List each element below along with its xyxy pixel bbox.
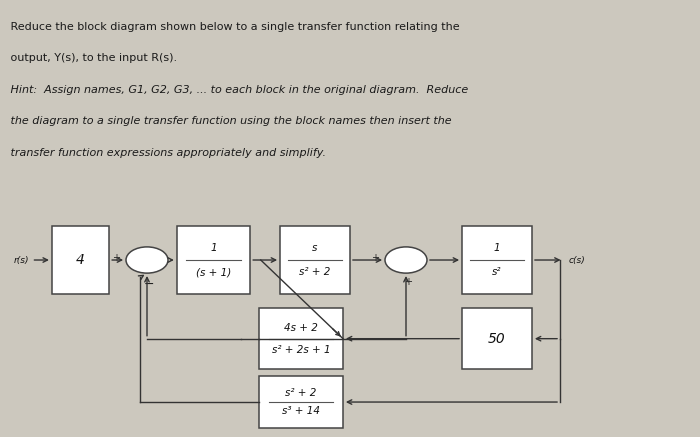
- Text: Hint:  Assign names, G1, G2, G3, ... to each block in the original diagram.  Red: Hint: Assign names, G1, G2, G3, ... to e…: [7, 85, 468, 95]
- Bar: [280, 226, 350, 294]
- Text: −: −: [144, 277, 154, 291]
- Text: s² + 2s + 1: s² + 2s + 1: [272, 345, 330, 355]
- Text: s³ + 14: s³ + 14: [282, 406, 320, 416]
- Text: 1: 1: [210, 243, 217, 253]
- Text: c(s): c(s): [568, 256, 585, 264]
- Text: +: +: [372, 253, 379, 263]
- Text: 4s + 2: 4s + 2: [284, 323, 318, 333]
- Text: transfer function expressions appropriately and simplify.: transfer function expressions appropriat…: [7, 148, 326, 158]
- Text: 1: 1: [494, 243, 500, 253]
- Text: r(s): r(s): [14, 256, 29, 264]
- Text: s: s: [312, 243, 318, 253]
- Text: (s + 1): (s + 1): [196, 267, 231, 277]
- Bar: [176, 226, 251, 294]
- Circle shape: [385, 247, 427, 273]
- Text: output, Y(s), to the input R(s).: output, Y(s), to the input R(s).: [7, 53, 177, 63]
- Text: 4: 4: [76, 253, 85, 267]
- Bar: [52, 226, 109, 294]
- Bar: [259, 376, 343, 428]
- Text: 50: 50: [488, 332, 506, 346]
- Text: Reduce the block diagram shown below to a single transfer function relating the: Reduce the block diagram shown below to …: [7, 22, 460, 32]
- Bar: [259, 308, 343, 369]
- Text: +: +: [404, 277, 412, 288]
- Text: s² + 2: s² + 2: [286, 388, 316, 398]
- Text: the diagram to a single transfer function using the block names then insert the: the diagram to a single transfer functio…: [7, 116, 452, 126]
- Text: +: +: [113, 253, 120, 263]
- Bar: [462, 308, 532, 369]
- Text: s²: s²: [492, 267, 502, 277]
- Circle shape: [126, 247, 168, 273]
- Text: s² + 2: s² + 2: [300, 267, 330, 277]
- Bar: [462, 226, 532, 294]
